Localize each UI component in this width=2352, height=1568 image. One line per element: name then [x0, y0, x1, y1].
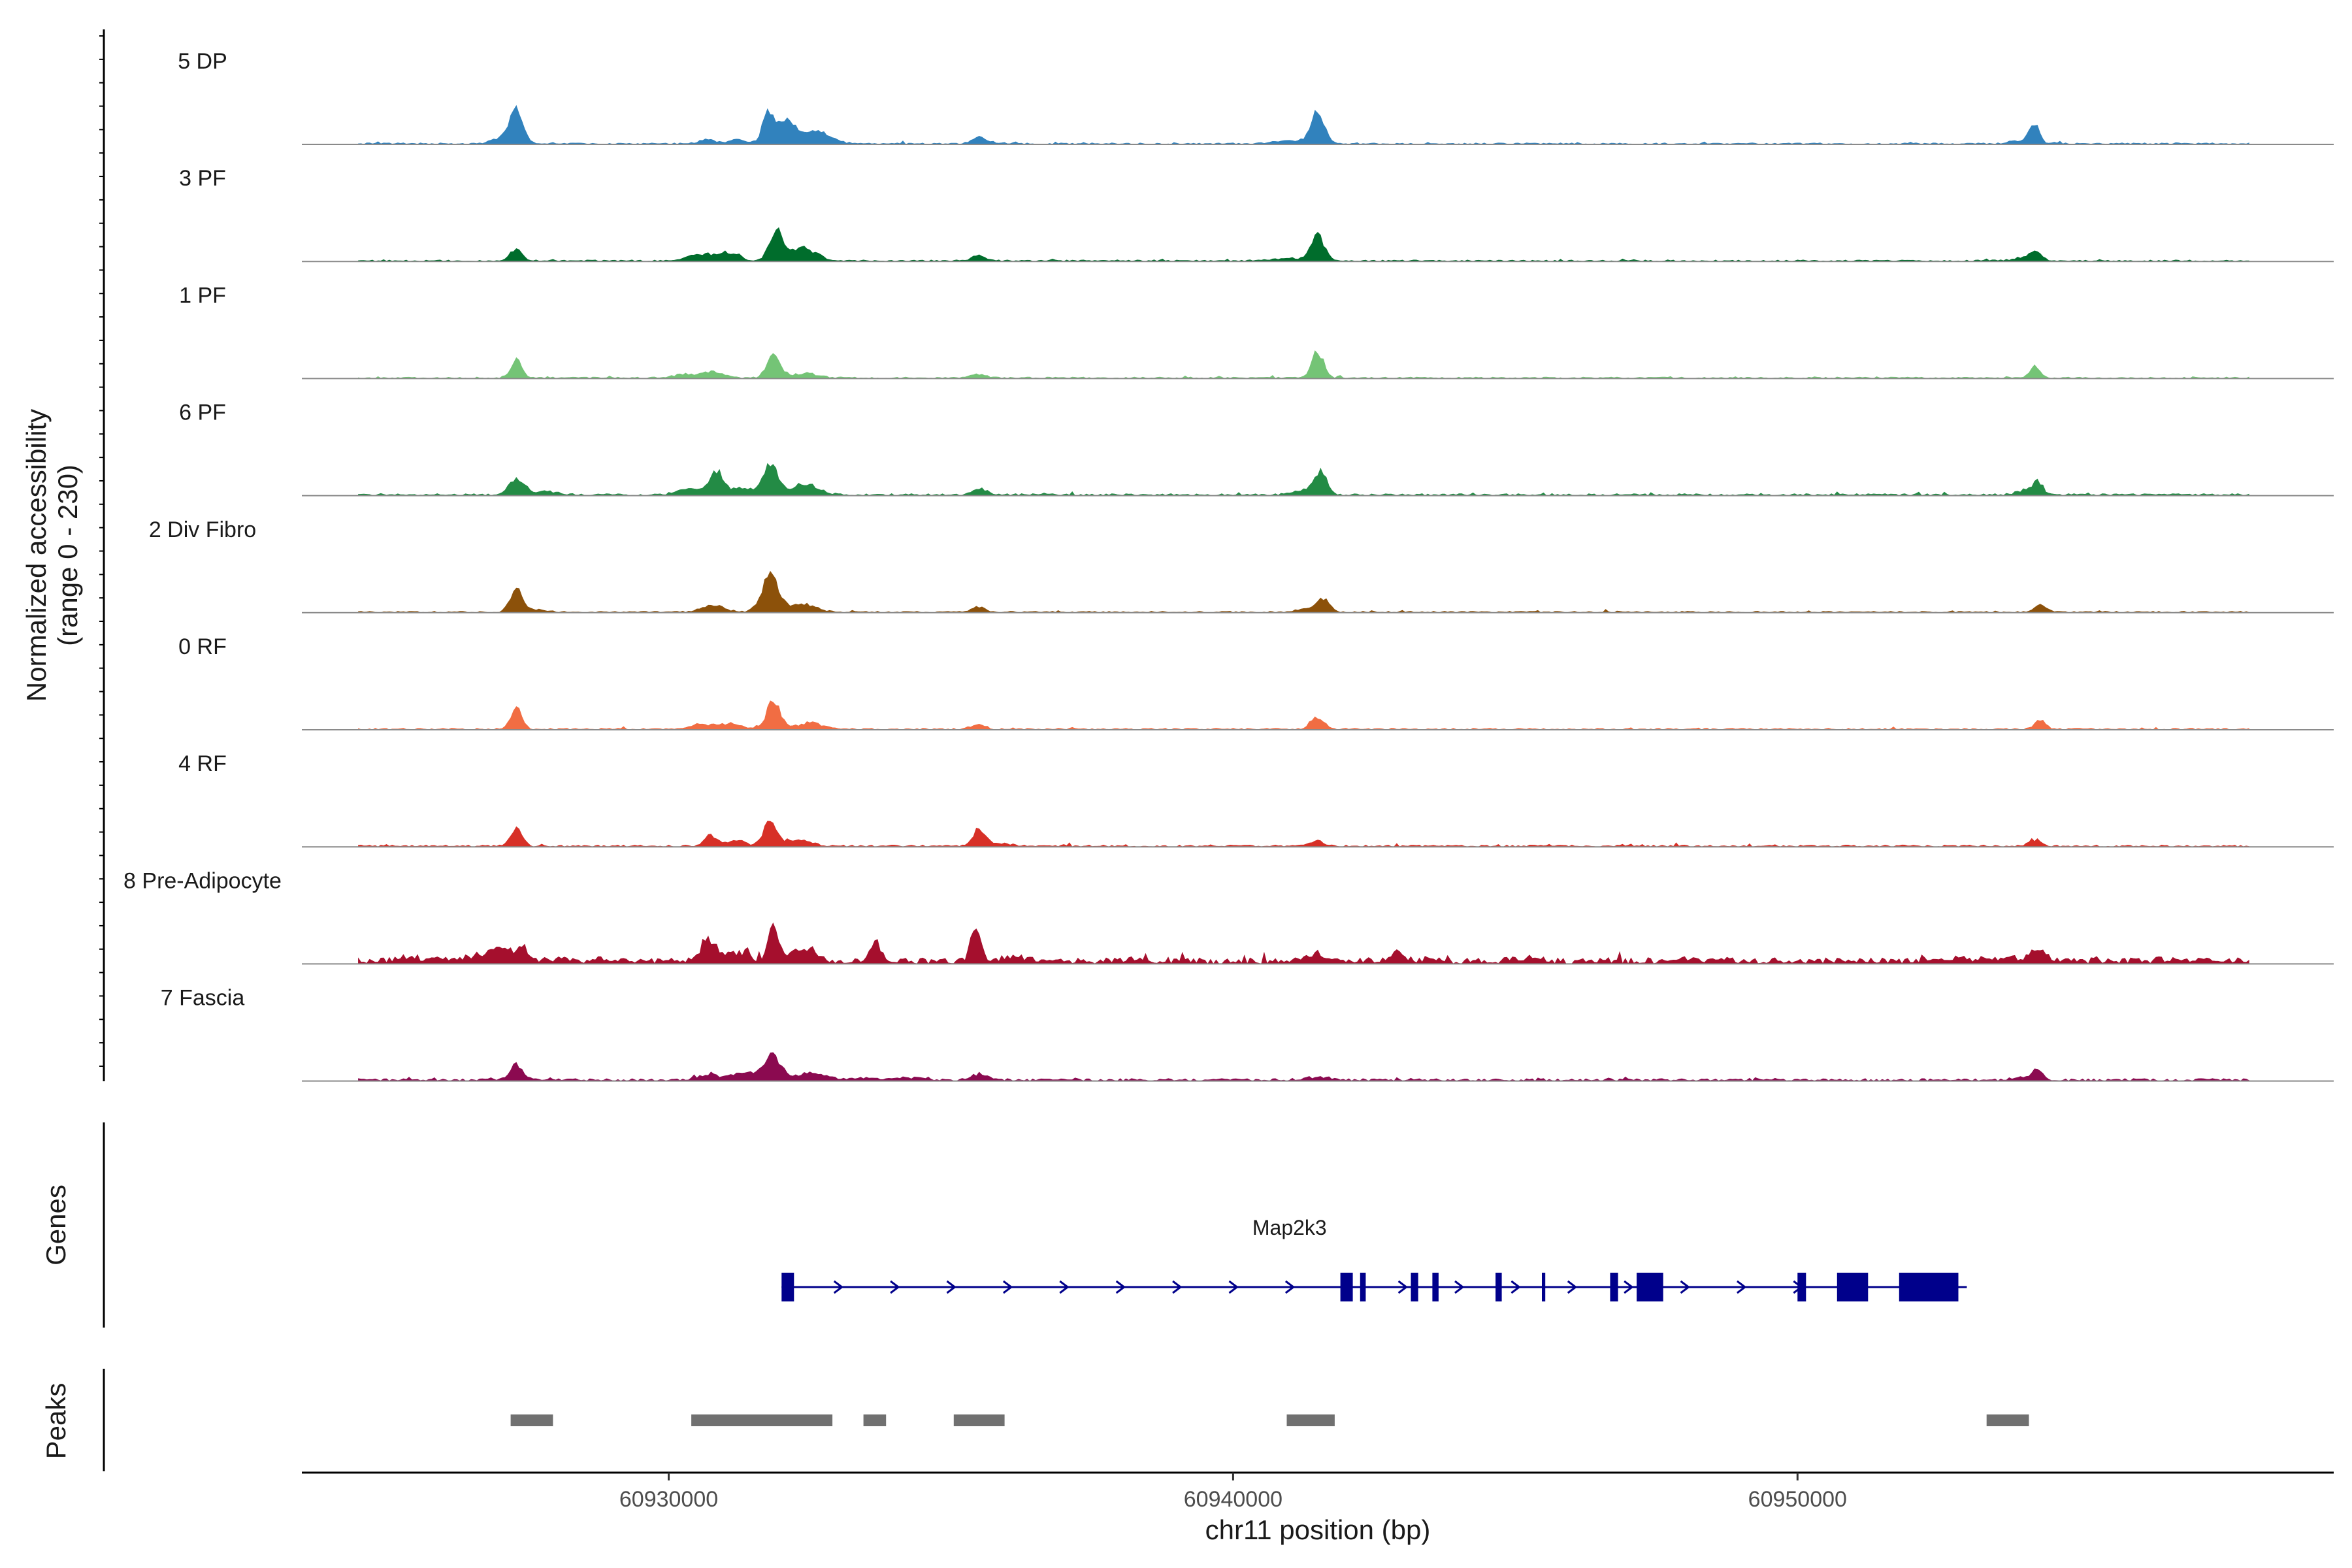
track-label: 3 PF	[179, 166, 226, 191]
coverage-track: 8 Pre-Adipocyte	[123, 868, 2334, 965]
coverage-track: 3 PF	[179, 166, 2334, 263]
peak-region	[863, 1414, 887, 1426]
strand-chevron	[1567, 1280, 1578, 1294]
strand-chevron	[833, 1280, 844, 1294]
coverage-area	[358, 105, 2249, 145]
peak-region	[1986, 1414, 2029, 1426]
strand-chevron	[946, 1280, 956, 1294]
track-label: 0 RF	[178, 634, 227, 659]
y-axis-range: (range 0 - 230)	[52, 465, 83, 646]
strand-chevron	[1059, 1280, 1070, 1294]
coverage-area	[358, 227, 2249, 262]
genes-axis-label: Genes	[41, 1184, 71, 1266]
coverage-y-ticks	[99, 35, 104, 1067]
strand-chevron	[1737, 1280, 1747, 1294]
strand-chevron	[1172, 1280, 1183, 1294]
x-axis-ticks: 60930000 60940000 60950000	[619, 1473, 1847, 1512]
exon-block	[781, 1273, 794, 1301]
gene-track: Map2k3	[781, 1216, 1967, 1301]
coverage-track: 0 RF	[178, 634, 2334, 730]
exon-block	[1610, 1273, 1618, 1301]
strand-chevron	[1115, 1280, 1126, 1294]
coverage-track: 7 Fascia	[161, 986, 2334, 1082]
track-label: 6 PF	[179, 400, 226, 425]
exon-block	[1340, 1273, 1353, 1301]
exon-block	[1899, 1273, 1959, 1301]
track-label: 4 RF	[178, 751, 227, 776]
coverage-tracks: 5 DP 3 PF 1 PF 6 PF 2 Div Fibro 0 RF 4 RF 8 Pre…	[123, 49, 2334, 1082]
strand-chevron	[1002, 1280, 1013, 1294]
y-axis-title-group: Normalized accessibility (range 0 - 230)	[21, 409, 83, 702]
x-tick-label: 60950000	[1748, 1487, 1847, 1512]
peaks-label-group: Peaks	[41, 1383, 71, 1460]
peak-region	[953, 1414, 1005, 1426]
x-tick-label: 60930000	[619, 1487, 718, 1512]
genes-label-group: Genes	[41, 1184, 71, 1266]
strand-chevron	[1624, 1280, 1634, 1294]
exon-block	[1495, 1273, 1502, 1301]
x-axis-title: chr11 position (bp)	[1205, 1514, 1431, 1545]
y-axis-title: Normalized accessibility	[21, 409, 52, 702]
peaks-axis-label: Peaks	[41, 1383, 71, 1460]
coverage-track: 5 DP	[178, 49, 2334, 145]
strand-chevron	[1284, 1280, 1296, 1294]
coverage-track: 6 PF	[179, 400, 2334, 497]
peak-track	[510, 1414, 2029, 1426]
coverage-track: 1 PF	[179, 283, 2334, 380]
coverage-track: 2 Div Fibro	[149, 517, 2334, 613]
strand-chevron	[890, 1280, 900, 1294]
strand-chevron	[1680, 1280, 1691, 1294]
track-label: 1 PF	[179, 283, 226, 308]
coverage-area	[358, 350, 2249, 379]
exon-block	[1411, 1273, 1418, 1301]
track-label: 5 DP	[178, 49, 227, 74]
strand-chevron	[1397, 1280, 1409, 1294]
track-label: 2 Div Fibro	[149, 517, 256, 542]
strand-chevron	[1228, 1280, 1239, 1294]
coverage-area	[358, 1052, 2249, 1081]
track-label: 7 Fascia	[161, 986, 245, 1011]
x-tick-label: 60940000	[1184, 1487, 1282, 1512]
coverage-area	[358, 463, 2249, 496]
coverage-area	[358, 570, 2249, 613]
coverage-area	[358, 922, 2249, 964]
exon-block	[1837, 1273, 1869, 1301]
track-label: 8 Pre-Adipocyte	[123, 868, 282, 893]
exon-block	[1637, 1273, 1663, 1301]
exon-block	[1432, 1273, 1439, 1301]
peak-region	[510, 1414, 553, 1426]
coverage-area	[358, 821, 2249, 847]
exon-block	[1797, 1273, 1806, 1301]
gene-name-label: Map2k3	[1252, 1216, 1327, 1239]
coverage-track: 4 RF	[178, 751, 2334, 848]
strand-chevron	[1454, 1280, 1465, 1294]
strand-chevron	[1511, 1280, 1521, 1294]
peak-region	[691, 1414, 833, 1426]
coverage-area	[358, 700, 2249, 730]
exon-block	[1360, 1273, 1366, 1301]
exon-block	[1542, 1273, 1546, 1301]
peak-region	[1286, 1414, 1335, 1426]
